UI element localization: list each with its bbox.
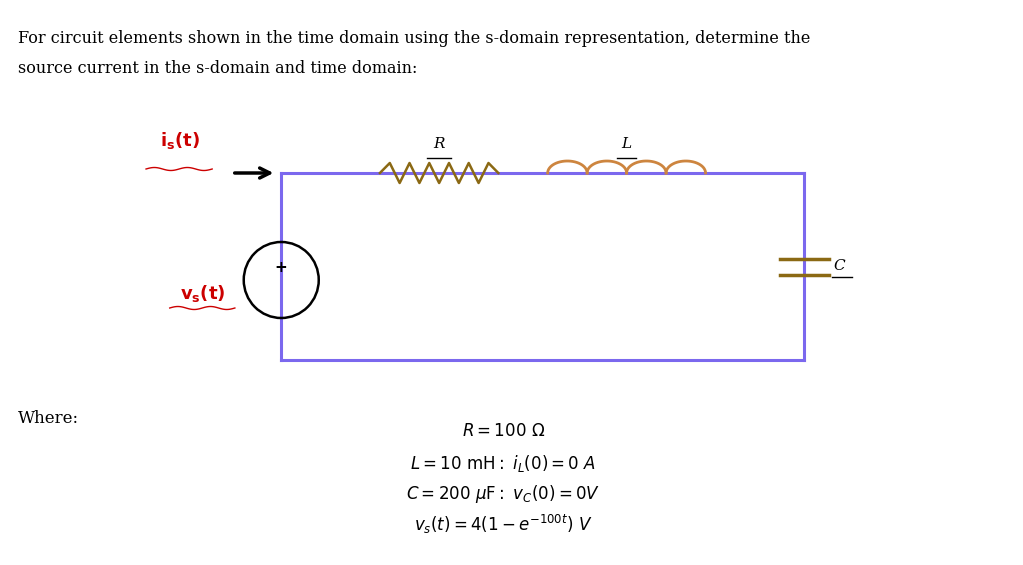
Text: $C = 200\ \mu\mathrm{F}{:}\ v_C(0) = 0V$: $C = 200\ \mu\mathrm{F}{:}\ v_C(0) = 0V$ [406, 483, 601, 505]
Text: For circuit elements shown in the time domain using the s-domain representation,: For circuit elements shown in the time d… [17, 30, 810, 47]
Text: $R = 100\ \Omega$: $R = 100\ \Omega$ [461, 423, 545, 440]
Text: $v_s(t) = 4(1 - e^{-100t})\ V$: $v_s(t) = 4(1 - e^{-100t})\ V$ [414, 513, 592, 536]
Text: R: R [434, 137, 445, 151]
Text: source current in the s-domain and time domain:: source current in the s-domain and time … [17, 60, 417, 77]
Text: $L = 10\ \mathrm{mH}{:}\ i_L(0) = 0\ A$: $L = 10\ \mathrm{mH}{:}\ i_L(0) = 0\ A$ [410, 453, 596, 474]
Text: L: L [622, 137, 631, 151]
Text: +: + [275, 259, 287, 275]
Text: C: C [834, 259, 845, 273]
Text: $\mathbf{i_s(t)}$: $\mathbf{i_s(t)}$ [160, 130, 199, 151]
Text: Where:: Where: [17, 410, 79, 427]
Text: $\mathbf{v_s(t)}$: $\mathbf{v_s(t)}$ [180, 282, 225, 303]
